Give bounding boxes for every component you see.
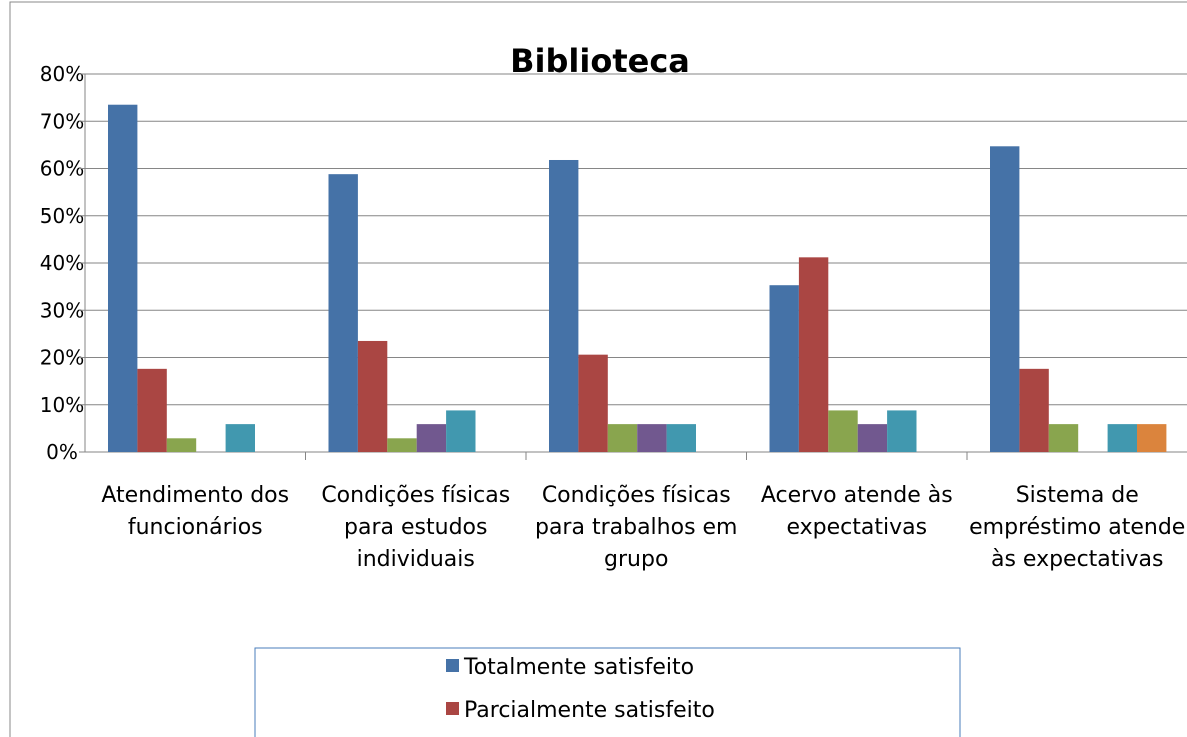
y-tick-label: 30%	[40, 298, 84, 322]
y-tick-label: 10%	[40, 393, 84, 417]
y-tick-label: 60%	[40, 157, 84, 181]
bar	[857, 424, 888, 452]
bar	[1048, 424, 1079, 452]
bar	[887, 410, 917, 452]
bar	[1137, 424, 1167, 452]
bar	[166, 438, 197, 452]
bar	[828, 410, 858, 452]
bar	[387, 438, 417, 452]
legend-swatch	[446, 659, 459, 672]
bar	[990, 146, 1020, 453]
bar	[446, 410, 476, 452]
x-tick-label: Atendimento dos funcionários	[101, 483, 289, 540]
bar	[1019, 368, 1049, 452]
y-tick-label: 80%	[40, 62, 84, 86]
bar	[578, 354, 608, 452]
x-tick-label: Condições físicas para trabalhos em grupo	[535, 483, 738, 572]
legend-label: Totalmente satisfeito	[463, 655, 694, 680]
x-tick-label: Acervo atende às expectativas	[761, 483, 953, 540]
y-tick-label: 0%	[46, 440, 78, 464]
bar	[137, 368, 167, 452]
legend-label: Parcialmente satisfeito	[464, 698, 715, 723]
legend	[254, 647, 961, 737]
x-tick-label: Sistema de empréstimo atende às expectativ…	[969, 483, 1185, 572]
bar	[225, 424, 255, 452]
bar	[1107, 424, 1137, 452]
bar	[769, 285, 799, 452]
y-tick-label: 40%	[40, 251, 84, 275]
y-tick-label: 20%	[40, 346, 84, 370]
bar	[328, 174, 358, 453]
bar	[357, 340, 388, 452]
x-tick-label: Condições físicas para estudos individuais	[321, 483, 510, 572]
bar	[416, 424, 447, 452]
bar	[549, 159, 579, 452]
legend-swatch	[446, 702, 459, 715]
y-tick-label: 50%	[40, 204, 84, 228]
bar	[108, 104, 138, 453]
bar	[798, 257, 829, 452]
bar	[637, 424, 667, 452]
y-tick-label: 70%	[40, 109, 84, 133]
bar	[607, 424, 638, 452]
bar	[666, 424, 696, 452]
